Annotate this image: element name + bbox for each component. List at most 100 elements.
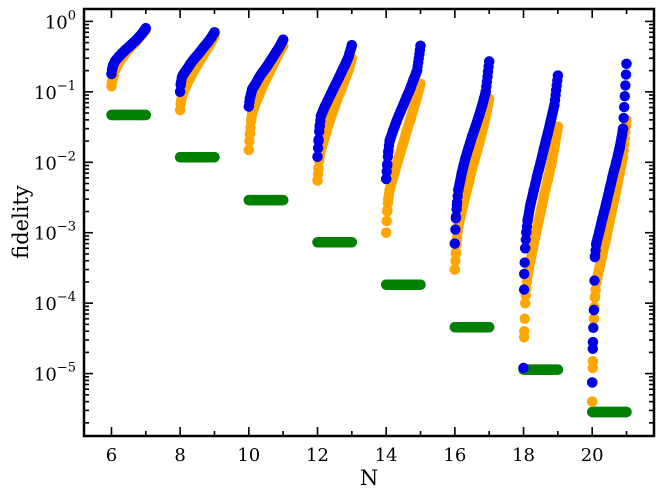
data-point [519, 326, 530, 337]
data-point [278, 34, 289, 45]
data-point [381, 173, 392, 185]
data-point [480, 86, 491, 98]
data-point [593, 227, 605, 238]
data-point [587, 396, 598, 407]
data-point [315, 111, 327, 122]
x-tick-label: 6 [106, 445, 117, 466]
data-point [484, 56, 495, 67]
data-point [449, 264, 460, 275]
data-point [387, 125, 399, 136]
data-point [312, 175, 323, 186]
data-point [589, 251, 601, 263]
y-tick-label: 10−4 [34, 290, 76, 315]
data-point [329, 101, 340, 112]
data-point [411, 65, 423, 76]
data-point [620, 80, 631, 91]
data-point [243, 194, 254, 206]
data-point [520, 298, 531, 309]
data-point [587, 377, 598, 388]
data-point [463, 178, 474, 189]
data-point [401, 125, 412, 136]
data-point [405, 114, 416, 126]
data-point [587, 356, 599, 367]
data-point [346, 40, 357, 51]
data-point [383, 146, 394, 158]
data-point [589, 292, 601, 303]
data-point [314, 121, 325, 132]
data-point [411, 91, 423, 103]
data-point [604, 185, 615, 196]
data-point [621, 58, 632, 69]
data-point [593, 264, 605, 275]
data-point [312, 151, 323, 162]
x-tick-label: 10 [237, 445, 260, 466]
data-point [607, 170, 618, 181]
data-point [473, 139, 485, 150]
data-point [384, 135, 395, 147]
x-tick-label: 16 [443, 445, 466, 466]
data-point [532, 170, 543, 181]
data-point [620, 69, 632, 80]
data-point [519, 268, 530, 280]
x-tick-label: 20 [581, 445, 604, 466]
plot-frame [82, 7, 656, 438]
data-point [339, 59, 351, 71]
data-point [140, 109, 151, 121]
x-tick-label: 18 [512, 445, 535, 466]
data-point [415, 279, 426, 290]
data-point [519, 257, 530, 268]
data-point [542, 129, 553, 140]
data-point [466, 131, 478, 142]
y-tick-label: 10−5 [34, 361, 76, 386]
data-point [588, 313, 600, 324]
y-tick-label: 10−2 [34, 149, 76, 174]
data-point [450, 224, 461, 235]
data-point [313, 135, 324, 147]
data-point [617, 123, 629, 134]
data-point [545, 160, 557, 171]
x-tick-label: 14 [375, 445, 398, 466]
data-point [394, 149, 406, 160]
data-point [174, 152, 186, 163]
data-point [519, 313, 530, 324]
data-point [384, 185, 395, 196]
data-point [600, 199, 612, 210]
data-point [391, 160, 402, 171]
data-point [587, 336, 599, 348]
data-point [538, 190, 550, 201]
data-point [470, 151, 481, 162]
y-tick-label: 100 [45, 8, 76, 33]
data-point [614, 142, 625, 154]
x-tick-label: 8 [174, 445, 185, 466]
data-point [521, 227, 532, 238]
data-point [449, 322, 460, 333]
data-point [535, 157, 546, 168]
data-point [619, 101, 630, 113]
data-point [597, 213, 608, 224]
data-point [520, 243, 531, 254]
data-point [535, 206, 546, 217]
data-point [381, 215, 392, 227]
data-point [174, 86, 186, 98]
data-point [383, 193, 394, 205]
data-point [538, 142, 550, 154]
data-point [549, 99, 560, 111]
data-point [588, 304, 600, 316]
data-point [322, 121, 333, 132]
series-0 [106, 109, 632, 418]
data-point [611, 157, 622, 168]
data-point [313, 163, 324, 175]
data-point [209, 27, 220, 38]
x-tick-label: 12 [306, 445, 329, 466]
data-point [243, 101, 254, 112]
data-point [459, 154, 471, 165]
data-point [549, 142, 560, 154]
data-point [326, 111, 337, 122]
x-axis-label: N [360, 466, 378, 490]
data-point [473, 111, 485, 122]
data-point [449, 238, 460, 249]
data-point [243, 144, 254, 156]
plot-area [106, 23, 632, 418]
data-point [532, 221, 543, 233]
